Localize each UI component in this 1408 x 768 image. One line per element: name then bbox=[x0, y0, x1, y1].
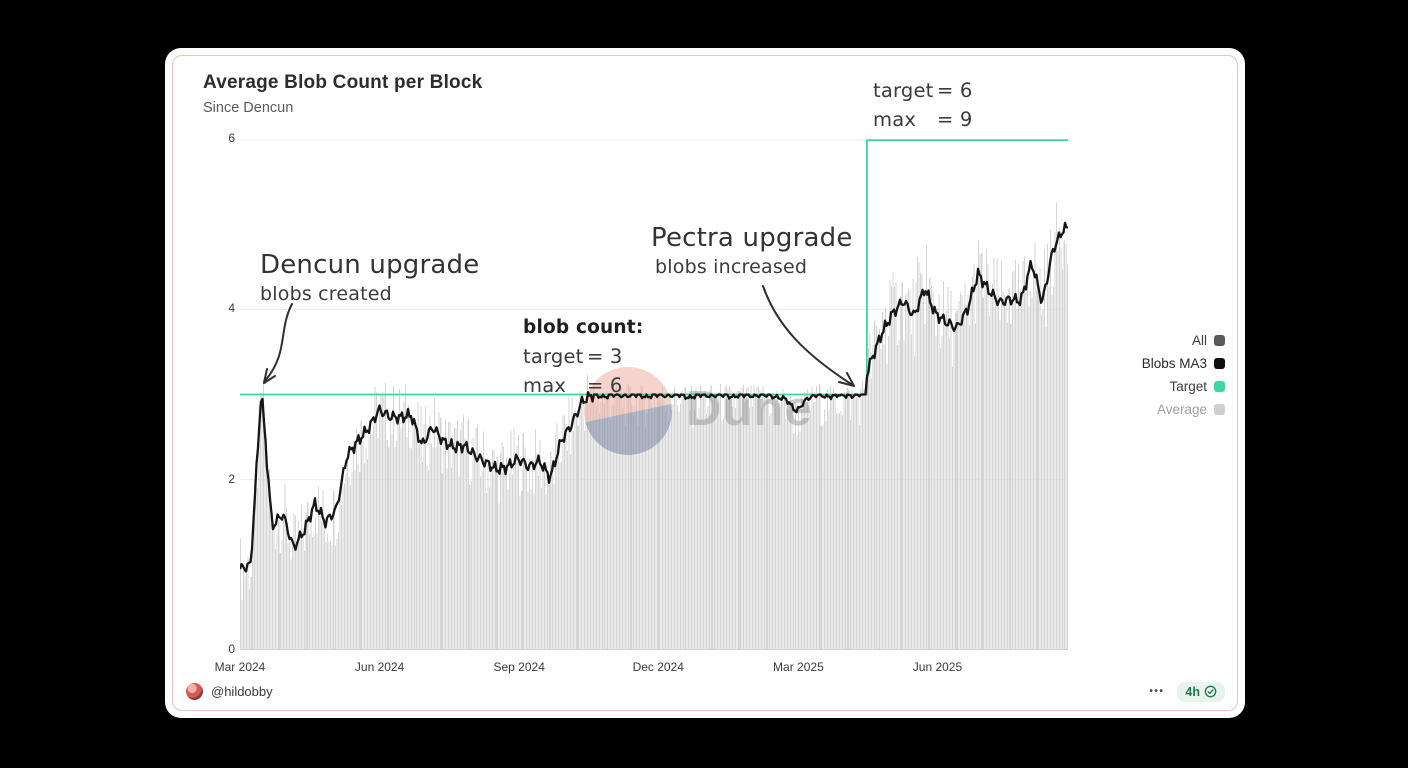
annotation-pectra-subtitle: blobs increased bbox=[655, 256, 808, 278]
author-handle[interactable]: @hildobby bbox=[211, 684, 273, 699]
legend-swatch-blobs-ma3 bbox=[1214, 358, 1225, 369]
annotation-blob-target-value: = 3 bbox=[587, 345, 623, 368]
author-avatar[interactable] bbox=[186, 683, 203, 700]
x-axis-tick-mar-2025: Mar 2025 bbox=[773, 660, 824, 674]
verified-check-icon bbox=[1204, 685, 1217, 698]
annotation-max-key: max bbox=[873, 108, 917, 131]
legend-item-blobs-ma3[interactable]: Blobs MA3 bbox=[1142, 352, 1225, 375]
annotation-blob-count: blob count: target = 3 max = 6 bbox=[523, 313, 643, 400]
dune-chart-card: Average Blob Count per Block Since Dencu… bbox=[165, 48, 1245, 718]
annotation-dencun-title: Dencun upgrade bbox=[260, 250, 480, 280]
x-axis-tick-mar-2024: Mar 2024 bbox=[214, 660, 266, 674]
more-menu-button[interactable]: ••• bbox=[1149, 686, 1165, 697]
legend-swatch-average bbox=[1214, 404, 1225, 415]
annotation-pectra-title: Pectra upgrade bbox=[651, 223, 853, 253]
annotation-blob-target-key: target bbox=[523, 345, 584, 368]
dune-watermark: Dune bbox=[686, 382, 813, 436]
legend-label-average: Average bbox=[1156, 402, 1207, 417]
annotation-target-value: = 6 bbox=[937, 79, 973, 102]
annotation-dencun-subtitle: blobs created bbox=[260, 283, 392, 305]
x-axis-tick-jun-2024: Jun 2024 bbox=[354, 660, 405, 674]
y-axis-tick-6: 6 bbox=[228, 131, 235, 145]
card-footer: @hildobby ••• 4h bbox=[186, 681, 1225, 702]
legend-label-blobs-ma3: Blobs MA3 bbox=[1141, 356, 1207, 371]
y-axis-tick-2: 2 bbox=[228, 471, 235, 486]
chart-subtitle: Since Dencun bbox=[203, 100, 294, 116]
annotation-blob-max-key: max bbox=[523, 374, 567, 397]
annotation-post-pectra-params: target = 6 max = 9 bbox=[873, 76, 973, 134]
annotation-blob-count-title: blob count: bbox=[523, 317, 644, 338]
chart-legend: All Blobs MA3 Target Average bbox=[1142, 329, 1225, 421]
x-axis-tick-jun-2025: Jun 2025 bbox=[912, 660, 963, 674]
legend-swatch-all bbox=[1214, 335, 1225, 346]
annotation-blob-max-value: = 6 bbox=[587, 374, 623, 397]
annotation-dencun: Dencun upgrade blobs created bbox=[260, 250, 479, 305]
annotation-target-key: target bbox=[873, 79, 934, 102]
x-axis-tick-sep-2024: Sep 2024 bbox=[493, 660, 545, 674]
annotation-max-value: = 9 bbox=[937, 108, 973, 131]
legend-item-all[interactable]: All bbox=[1142, 329, 1225, 352]
legend-item-average[interactable]: Average bbox=[1142, 398, 1225, 421]
legend-swatch-target bbox=[1214, 381, 1225, 392]
annotation-pectra: Pectra upgrade blobs increased bbox=[651, 223, 853, 278]
chart-title: Average Blob Count per Block bbox=[203, 72, 483, 93]
x-axis-tick-dec-2024: Dec 2024 bbox=[632, 660, 684, 674]
y-axis-tick-0: 0 bbox=[228, 642, 235, 656]
legend-item-target[interactable]: Target bbox=[1142, 375, 1225, 398]
refresh-age-label: 4h bbox=[1185, 684, 1200, 699]
y-axis-tick-4: 4 bbox=[228, 301, 235, 316]
legend-label-all: All bbox=[1191, 333, 1207, 348]
legend-label-target: Target bbox=[1169, 379, 1207, 394]
refresh-age-badge[interactable]: 4h bbox=[1177, 681, 1225, 702]
